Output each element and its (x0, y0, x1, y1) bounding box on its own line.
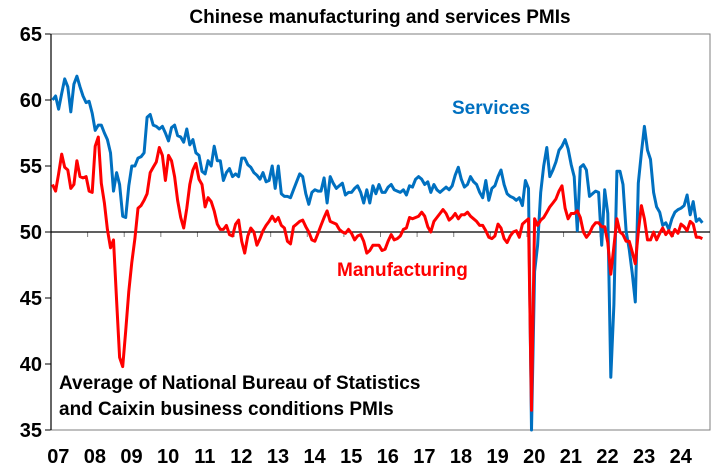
x-tick-label: 24 (670, 446, 693, 468)
x-tick-label: 16 (377, 446, 399, 468)
series-line-manufacturing (51, 135, 703, 412)
annotation-line-1: Average of National Bureau of Statistics (59, 373, 420, 394)
x-tick-label: 23 (633, 446, 655, 468)
series-group (51, 74, 704, 432)
y-tick-label: 40 (20, 354, 42, 376)
x-tick-label: 13 (267, 446, 289, 468)
x-tick-label: 12 (230, 446, 252, 468)
x-tick-label: 18 (450, 446, 472, 468)
x-tick-label: 19 (487, 446, 509, 468)
y-tick-label: 45 (20, 288, 42, 310)
x-axis: 07 08 09 10 11 12 13 14 15 16 17 18 19 20 21 22 23 24 (47, 232, 693, 468)
x-tick-label: 10 (157, 446, 179, 468)
series-label-services: Services (452, 98, 530, 119)
y-tick-label: 35 (20, 420, 42, 442)
x-tick-label: 17 (413, 446, 435, 468)
chart-title: Chinese manufacturing and services PMIs (189, 7, 570, 28)
annotation-line-2: and Caixin business conditions PMIs (59, 399, 394, 420)
x-tick-label: 08 (84, 446, 106, 468)
x-tick-label: 20 (523, 446, 545, 468)
y-axis: 35 40 45 50 55 60 65 (20, 24, 51, 442)
y-tick-label: 60 (20, 90, 42, 112)
x-tick-label: 14 (303, 446, 326, 468)
x-tick-label: 11 (194, 446, 215, 468)
y-tick-label: 55 (20, 156, 42, 178)
x-tick-label: 07 (47, 446, 69, 468)
series-line-services (51, 74, 704, 432)
y-tick-label: 65 (20, 24, 42, 46)
x-tick-label: 09 (120, 446, 142, 468)
series-label-manufacturing: Manufacturing (337, 260, 468, 281)
x-tick-label: 21 (560, 446, 582, 468)
y-tick-label: 50 (20, 222, 42, 244)
x-tick-label: 15 (340, 446, 362, 468)
x-tick-label: 22 (596, 446, 618, 468)
